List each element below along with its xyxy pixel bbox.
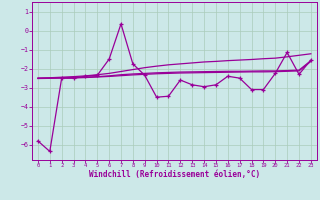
X-axis label: Windchill (Refroidissement éolien,°C): Windchill (Refroidissement éolien,°C) [89, 170, 260, 179]
